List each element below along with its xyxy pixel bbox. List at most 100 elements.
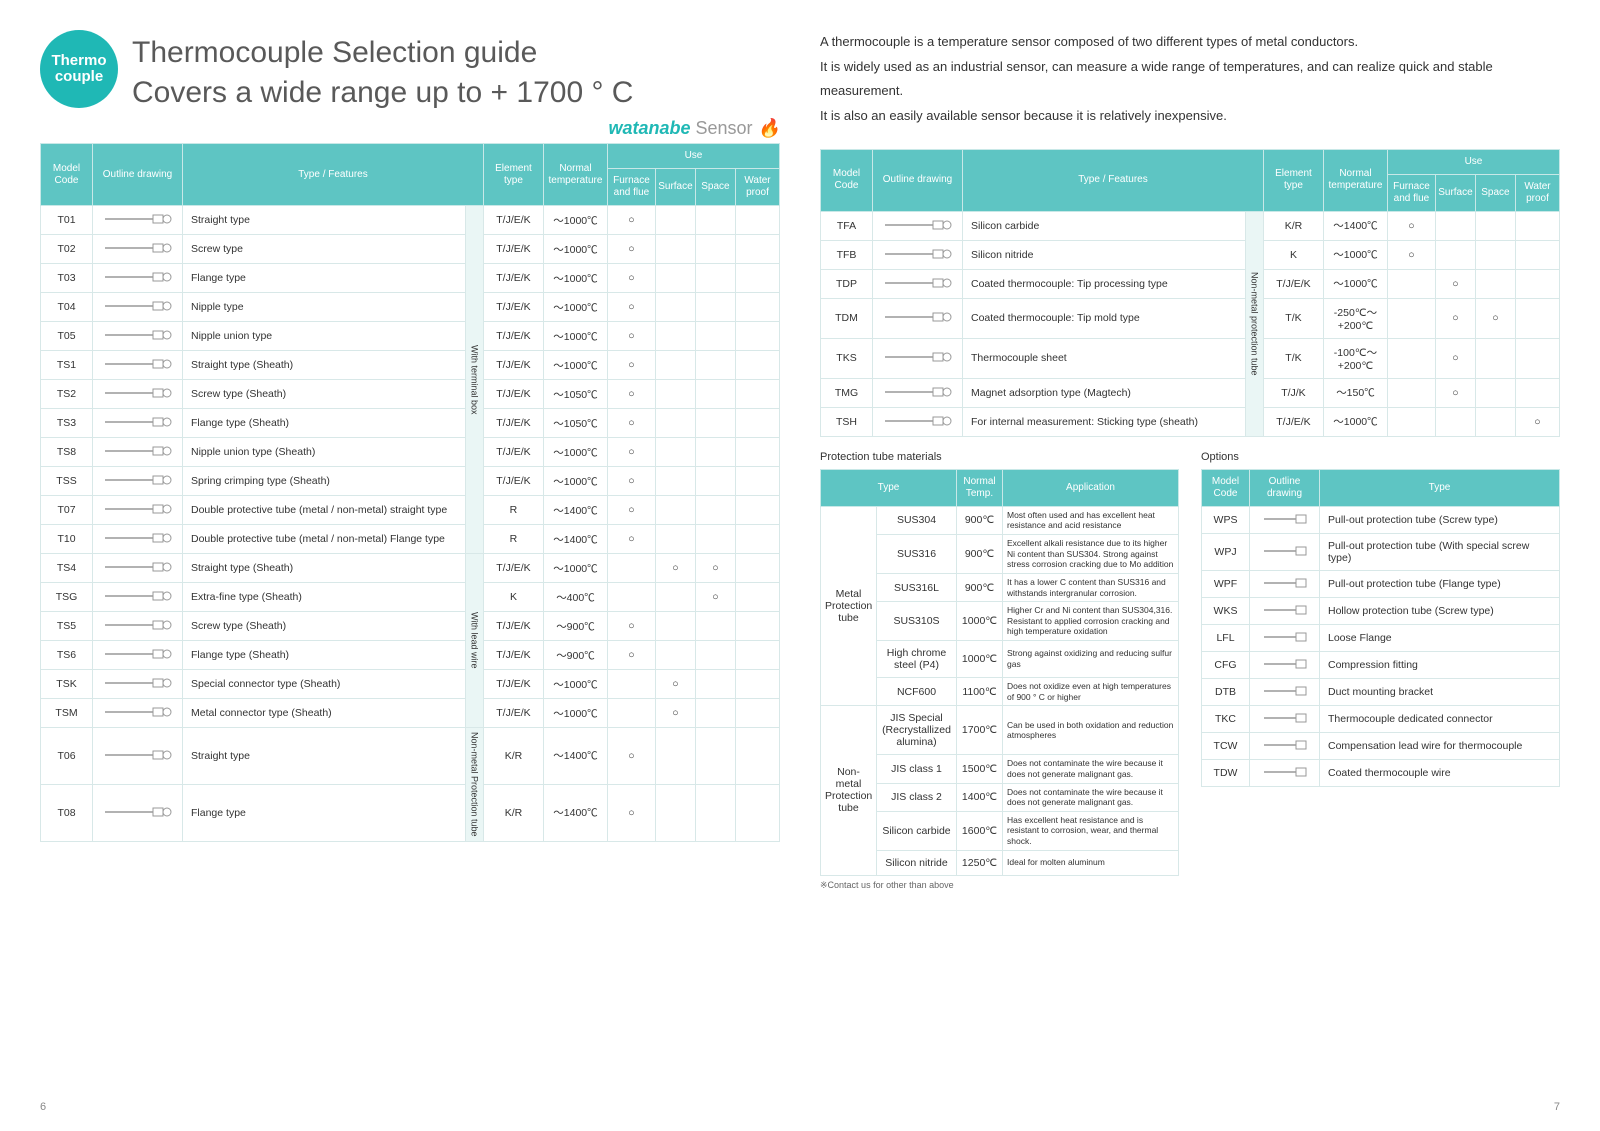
element-type: R: [483, 525, 543, 554]
element-type: T/J/E/K: [483, 467, 543, 496]
selection-table-1: Model Code Outline drawing Type / Featur…: [40, 143, 780, 842]
type-feature: Spring crimping type (Sheath): [183, 467, 466, 496]
element-type: K/R: [1263, 211, 1323, 240]
use-mark: [695, 612, 735, 641]
table-row: T10 Double protective tube (metal / non-…: [41, 525, 780, 554]
table-row: TS1 Straight type (Sheath)T/J/E/K ～1000℃…: [41, 351, 780, 380]
material-app: Does not contaminate the wire because it…: [1003, 755, 1179, 783]
use-mark: ○: [607, 784, 655, 841]
use-mark: [1435, 240, 1475, 269]
use-mark: ○: [607, 525, 655, 554]
option-drawing: [1250, 732, 1320, 759]
normal-temp: -250℃～ +200℃: [1323, 298, 1387, 338]
option-type: Compensation lead wire for thermocouple: [1320, 732, 1560, 759]
outline-drawing: [93, 206, 183, 235]
option-type: Hollow protection tube (Screw type): [1320, 597, 1560, 624]
use-mark: [1475, 240, 1515, 269]
model-code: T07: [41, 496, 93, 525]
use-mark: [735, 293, 779, 322]
model-code: TSK: [41, 670, 93, 699]
type-feature: Straight type (Sheath): [183, 351, 466, 380]
use-mark: [735, 525, 779, 554]
model-code: TSG: [41, 583, 93, 612]
use-mark: [1387, 378, 1435, 407]
option-code: WPS: [1202, 506, 1250, 533]
model-code: T04: [41, 293, 93, 322]
use-mark: ○: [655, 670, 695, 699]
type-feature: Flange type (Sheath): [183, 641, 466, 670]
material-app: Excellent alkali resistance due to its h…: [1003, 535, 1179, 574]
model-code: TFA: [821, 211, 873, 240]
use-mark: [695, 438, 735, 467]
table-row: TKC Thermocouple dedicated connector: [1202, 705, 1560, 732]
use-mark: ○: [655, 699, 695, 728]
use-mark: [655, 380, 695, 409]
outline-drawing: [873, 407, 963, 436]
option-drawing: [1250, 624, 1320, 651]
outline-drawing: [873, 378, 963, 407]
outline-drawing: [93, 525, 183, 554]
table-row: Metal Protection tubeSUS304900℃Most ofte…: [821, 506, 1179, 534]
use-mark: ○: [1387, 211, 1435, 240]
table-row: T08 Flange typeK/R ～1400℃○: [41, 784, 780, 841]
normal-temp: ～1000℃: [543, 670, 607, 699]
option-code: WKS: [1202, 597, 1250, 624]
outline-drawing: [93, 380, 183, 409]
use-mark: ○: [607, 728, 655, 785]
use-mark: [735, 467, 779, 496]
normal-temp: ～1000℃: [543, 235, 607, 264]
type-feature: Flange type (Sheath): [183, 409, 466, 438]
use-mark: ○: [607, 206, 655, 235]
element-type: K: [1263, 240, 1323, 269]
use-mark: [1515, 211, 1559, 240]
table-row: WPJ Pull-out protection tube (With speci…: [1202, 533, 1560, 570]
model-code: T06: [41, 728, 93, 785]
option-code: CFG: [1202, 651, 1250, 678]
option-code: TKC: [1202, 705, 1250, 732]
table-row: DTB Duct mounting bracket: [1202, 678, 1560, 705]
page-number-right: 7: [1554, 1101, 1560, 1113]
use-mark: ○: [607, 612, 655, 641]
table-row: TS3 Flange type (Sheath)T/J/E/K ～1050℃○: [41, 409, 780, 438]
use-mark: [695, 409, 735, 438]
table-row: TS8 Nipple union type (Sheath)T/J/E/K ～1…: [41, 438, 780, 467]
outline-drawing: [93, 438, 183, 467]
type-feature: Screw type (Sheath): [183, 380, 466, 409]
option-drawing: [1250, 597, 1320, 624]
use-mark: [655, 612, 695, 641]
material-app: Most often used and has excellent heat r…: [1003, 506, 1179, 534]
use-mark: ○: [607, 496, 655, 525]
options-table: Model Code Outline drawing Type WPS Pull…: [1201, 469, 1560, 787]
element-type: T/J/E/K: [483, 235, 543, 264]
use-mark: [655, 293, 695, 322]
model-code: TKS: [821, 338, 873, 378]
type-feature: Magnet adsorption type (Magtech): [963, 378, 1246, 407]
options-title: Options: [1201, 451, 1560, 463]
table-row: WPS Pull-out protection tube (Screw type…: [1202, 506, 1560, 533]
model-code: T01: [41, 206, 93, 235]
use-mark: [655, 467, 695, 496]
use-mark: [655, 496, 695, 525]
use-mark: ○: [607, 351, 655, 380]
use-mark: [655, 235, 695, 264]
materials-title: Protection tube materials: [820, 451, 1179, 463]
outline-drawing: [93, 409, 183, 438]
type-feature: Thermocouple sheet: [963, 338, 1246, 378]
material-group: Non-metal Protection tube: [821, 706, 877, 875]
material-type: SUS316L: [877, 573, 957, 601]
option-code: WPF: [1202, 570, 1250, 597]
th-space: Space: [695, 169, 735, 206]
th-type: Type / Features: [183, 144, 484, 206]
element-type: K/R: [483, 728, 543, 785]
option-type: Pull-out protection tube (With special s…: [1320, 533, 1560, 570]
outline-drawing: [93, 322, 183, 351]
brand-logo: watanabe Sensor 🔥: [40, 118, 780, 139]
normal-temp: ～1000℃: [1323, 407, 1387, 436]
table-row: TSM Metal connector type (Sheath)T/J/E/K…: [41, 699, 780, 728]
option-code: TCW: [1202, 732, 1250, 759]
use-mark: [1387, 338, 1435, 378]
use-mark: [655, 641, 695, 670]
table-row: TS2 Screw type (Sheath)T/J/E/K ～1050℃○: [41, 380, 780, 409]
element-type: K: [483, 583, 543, 612]
use-mark: [607, 554, 655, 583]
